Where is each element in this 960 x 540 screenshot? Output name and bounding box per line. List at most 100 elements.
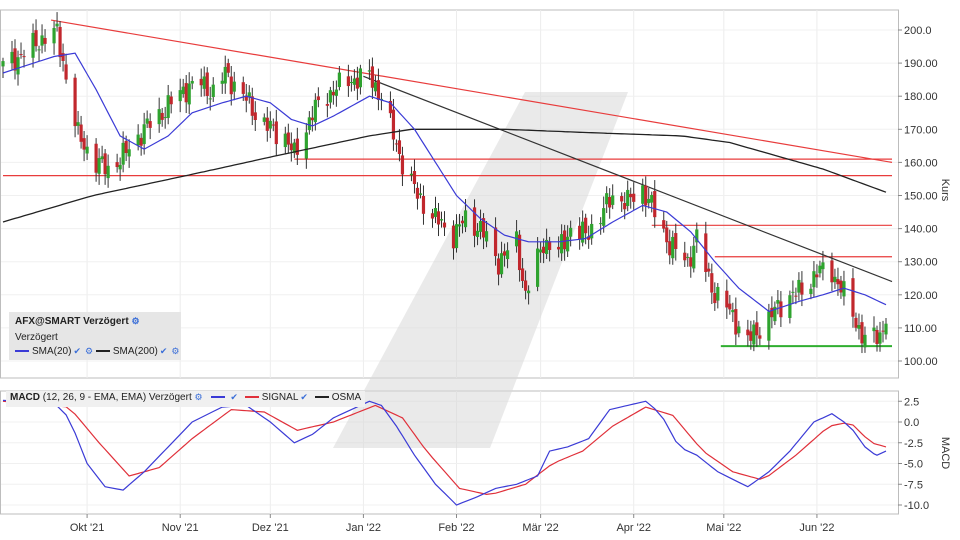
candle-body [536,248,540,287]
macd-axis-title: MACD [939,437,951,469]
candle-body [79,124,83,142]
candle-body [451,225,456,249]
candle-body [367,70,372,72]
candle-body [830,260,834,283]
candle-body [587,236,591,240]
candle-body [286,132,290,145]
price-y-tick-label: 120.00 [904,290,938,302]
candle-body [749,331,753,341]
settings-icon[interactable]: ⚙ [194,392,203,402]
osma-label: OSMA [331,392,362,403]
candle-body [710,273,714,293]
candle-body [241,82,245,94]
check-icon[interactable]: ✔ [230,392,238,402]
macd-params: (12, 26, 9 - EMA, EMA) Verzögert [42,392,192,403]
candle-body [391,109,396,140]
candle-body [644,185,648,206]
candle-body [647,198,651,204]
candle-body [328,90,332,103]
candle-body [397,140,402,155]
instrument-subtitle: Verzögert [15,332,58,343]
candle-body [758,335,762,339]
candle-body [821,262,825,270]
legend-sma200[interactable]: SMA(200) ✔ ⚙ [95,346,180,357]
candle-body [566,236,570,252]
candle-body [563,230,567,250]
candle-body [157,109,161,125]
candle-body [548,241,552,250]
candle-body [208,98,212,100]
candle-body [103,153,107,175]
candle-body [632,193,636,202]
candle-body [620,196,624,202]
macd-y-axis: 2.5 0.0 -2.5 -5.0 -7.5 -10.0 [898,396,929,512]
candle-body [713,293,717,304]
price-y-tick-label: 180.00 [904,91,938,103]
candle-body [247,92,251,98]
candle-body [58,26,62,58]
candle-body [421,195,426,214]
candle-body [85,146,89,154]
candle-body [307,117,311,131]
candle-body [334,89,338,96]
price-y-tick-label: 150.00 [904,191,938,203]
candle-body [409,173,414,176]
x-tick-label: Jun '22 [799,522,834,534]
candle-body [770,307,774,318]
candle-body [268,120,272,129]
candle-body [76,122,80,126]
candle-body [376,80,381,100]
candle-body [394,143,399,145]
candle-body [250,96,254,116]
candle-body [605,193,609,205]
candle-body [557,246,561,250]
candle-body [223,66,227,84]
candle-body [539,249,543,253]
legend-sma20[interactable]: SMA(20) ✔ ⚙ [15,346,93,357]
candle-body [139,137,143,146]
candle-body [542,246,546,254]
candle-body [704,233,708,272]
candle-body [590,223,594,239]
candle-body [61,53,65,61]
candle-body [481,218,486,238]
candle-body [205,72,209,96]
candle-body [400,155,405,175]
price-legend: AFX@SMART Verzögert ⚙ Verzögert SMA(20) ✔… [9,312,181,360]
candle-body [148,121,152,128]
check-icon: ✔ [159,346,168,356]
candle-body [94,143,98,173]
candle-body [136,134,140,146]
candle-body [833,276,837,283]
settings-icon[interactable]: ⚙ [131,316,140,326]
x-tick-label: Okt '21 [70,522,105,534]
check-icon: ✔ [73,346,81,356]
candle-body [292,142,296,154]
candle-body [812,271,816,288]
candle-body [707,268,711,272]
macd-label: MACD [10,392,40,403]
macd-legend: MACD (12, 26, 9 - EMA, EMA) Verzögert ⚙ … [6,391,366,407]
candle-body [31,32,35,58]
candle-body [274,121,278,145]
candle-body [773,306,777,322]
candle-body [10,51,14,64]
candle-body [253,112,257,121]
sma200-line [2,128,887,223]
candle-body [623,203,627,210]
candle-body [611,195,615,205]
candle-body [734,309,738,335]
candle-body [232,81,236,92]
candle-body [457,224,462,227]
check-icon[interactable]: ✔ [300,392,308,402]
candle-body [40,35,44,46]
candle-body [313,99,317,123]
candle-body [752,324,756,345]
candle-body [818,265,822,274]
x-tick-label: Dez '21 [252,522,289,534]
candle-body [626,189,630,207]
candle-body [34,30,38,47]
candle-body [352,78,356,85]
candle-body [118,164,122,170]
